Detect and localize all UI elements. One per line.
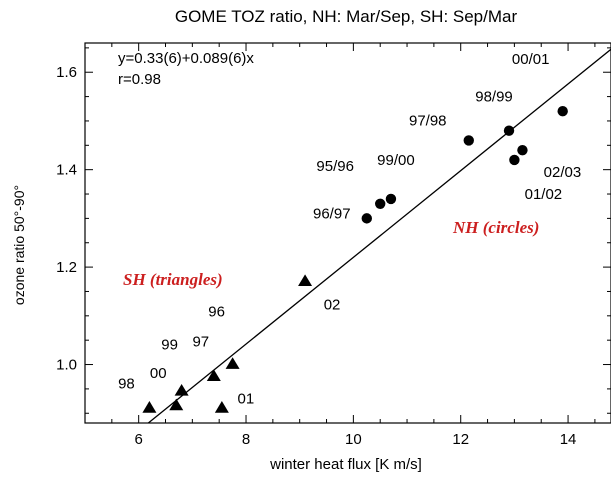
legend-sh-triangles: SH (triangles) (123, 270, 223, 289)
sh-triangle-marker (169, 398, 184, 411)
sh-triangle-marker (142, 401, 157, 413)
point-label: 98/99 (475, 89, 513, 106)
point-label: 98 (118, 375, 135, 392)
nh-circle-marker (503, 125, 515, 136)
point-label: 02/03 (544, 164, 582, 181)
y-tick-label: 1.4 (56, 162, 77, 179)
point-label: 01/02 (525, 186, 563, 203)
sh-triangle-marker (298, 274, 313, 287)
point-label: 95/96 (316, 158, 354, 175)
point-label: 99 (161, 336, 178, 353)
fit-correlation: r=0.98 (118, 71, 161, 88)
nh-circle-marker (557, 106, 568, 117)
point-label: 96/97 (313, 205, 351, 222)
point-label: 01 (238, 390, 255, 407)
sh-triangle-marker (206, 369, 221, 382)
plot-area: 6 8 10 12 14 1.0 1.2 1.4 1.6 98 00 99 97 01 96 02 96/97 9… (56, 42, 611, 448)
regression-line (147, 48, 611, 424)
x-tick-label: 10 (345, 431, 362, 448)
legend-nh-circles: NH (circles) (452, 218, 539, 237)
x-tick-label: 8 (242, 431, 250, 448)
point-label: 96 (208, 304, 225, 321)
y-tick-label: 1.2 (56, 259, 77, 276)
x-tick-label: 6 (135, 431, 143, 448)
y-tick-label: 1.0 (56, 357, 77, 374)
nh-circle-marker (385, 193, 397, 205)
point-label: 97 (192, 334, 209, 351)
chart-title: GOME TOZ ratio, NH: Mar/Sep, SH: Sep/Mar (175, 7, 518, 26)
sh-triangle-marker (174, 383, 189, 396)
point-label: 99/00 (377, 152, 415, 169)
fit-equation: y=0.33(6)+0.089(6)x (118, 50, 254, 67)
nh-circle-marker (375, 198, 386, 209)
point-label: 00/01 (512, 51, 550, 68)
point-label: 02 (324, 297, 341, 314)
plot-frame (84, 42, 611, 424)
y-tick-label: 1.6 (56, 64, 77, 81)
x-tick-label: 12 (452, 431, 469, 448)
point-label: 97/98 (409, 112, 447, 129)
point-label: 00 (150, 365, 167, 382)
nh-circle-marker (509, 154, 520, 166)
x-axis-label: winter heat flux [K m/s] (269, 456, 422, 473)
nh-circle-marker (361, 213, 372, 224)
sh-triangle-marker (214, 401, 229, 413)
nh-circle-marker (517, 144, 528, 156)
sh-triangle-marker (225, 357, 240, 369)
nh-circle-marker (463, 135, 474, 146)
y-axis-label: ozone ratio 50°-90° (11, 185, 27, 305)
x-tick-label: 14 (560, 431, 577, 448)
